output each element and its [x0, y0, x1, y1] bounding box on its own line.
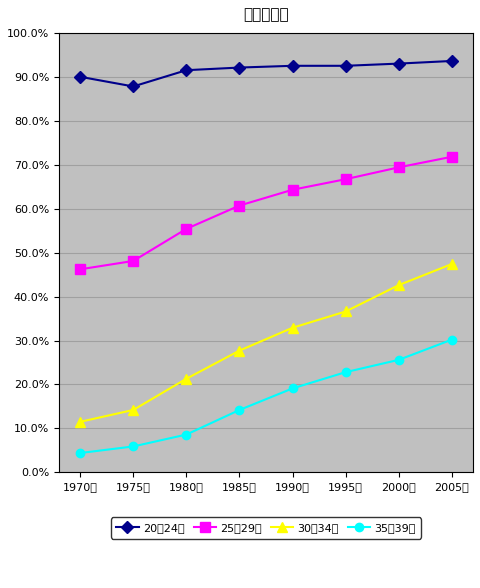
35～39歳 — [289, 385, 295, 392]
25～29歳 — [77, 266, 83, 273]
20～24歳 — [77, 74, 83, 81]
25～29歳 — [449, 153, 455, 161]
Line: 30～34歳: 30～34歳 — [75, 259, 456, 427]
20～24歳 — [449, 58, 455, 65]
25～29歳 — [289, 186, 295, 193]
35～39歳 — [183, 431, 189, 438]
35～39歳 — [343, 369, 348, 376]
Line: 25～29歳: 25～29歳 — [75, 152, 456, 274]
30～34歳 — [343, 308, 348, 315]
35～39歳 — [131, 443, 136, 450]
30～34歳 — [289, 324, 295, 331]
30～34歳 — [77, 418, 83, 425]
Legend: 20～24歳, 25～29歳, 30～34歳, 35～39歳: 20～24歳, 25～29歳, 30～34歳, 35～39歳 — [111, 517, 421, 539]
20～24歳 — [343, 62, 348, 69]
30～34歳 — [237, 347, 242, 354]
Line: 35～39歳: 35～39歳 — [76, 336, 456, 457]
30～34歳 — [131, 406, 136, 413]
25～29歳 — [237, 202, 242, 209]
25～29歳 — [396, 164, 402, 171]
35～39歳 — [237, 406, 242, 413]
20～24歳 — [396, 60, 402, 67]
35～39歳 — [77, 449, 83, 456]
30～34歳 — [396, 282, 402, 289]
25～29歳 — [131, 258, 136, 265]
Line: 20～24歳: 20～24歳 — [76, 57, 456, 91]
20～24歳 — [289, 62, 295, 69]
25～29歳 — [183, 225, 189, 232]
35～39歳 — [396, 356, 402, 363]
Title: 男性未婚率: 男性未婚率 — [243, 7, 289, 22]
20～24歳 — [131, 83, 136, 90]
25～29歳 — [343, 176, 348, 183]
35～39歳 — [449, 336, 455, 343]
20～24歳 — [237, 64, 242, 71]
30～34歳 — [183, 375, 189, 382]
30～34歳 — [449, 260, 455, 268]
20～24歳 — [183, 66, 189, 74]
